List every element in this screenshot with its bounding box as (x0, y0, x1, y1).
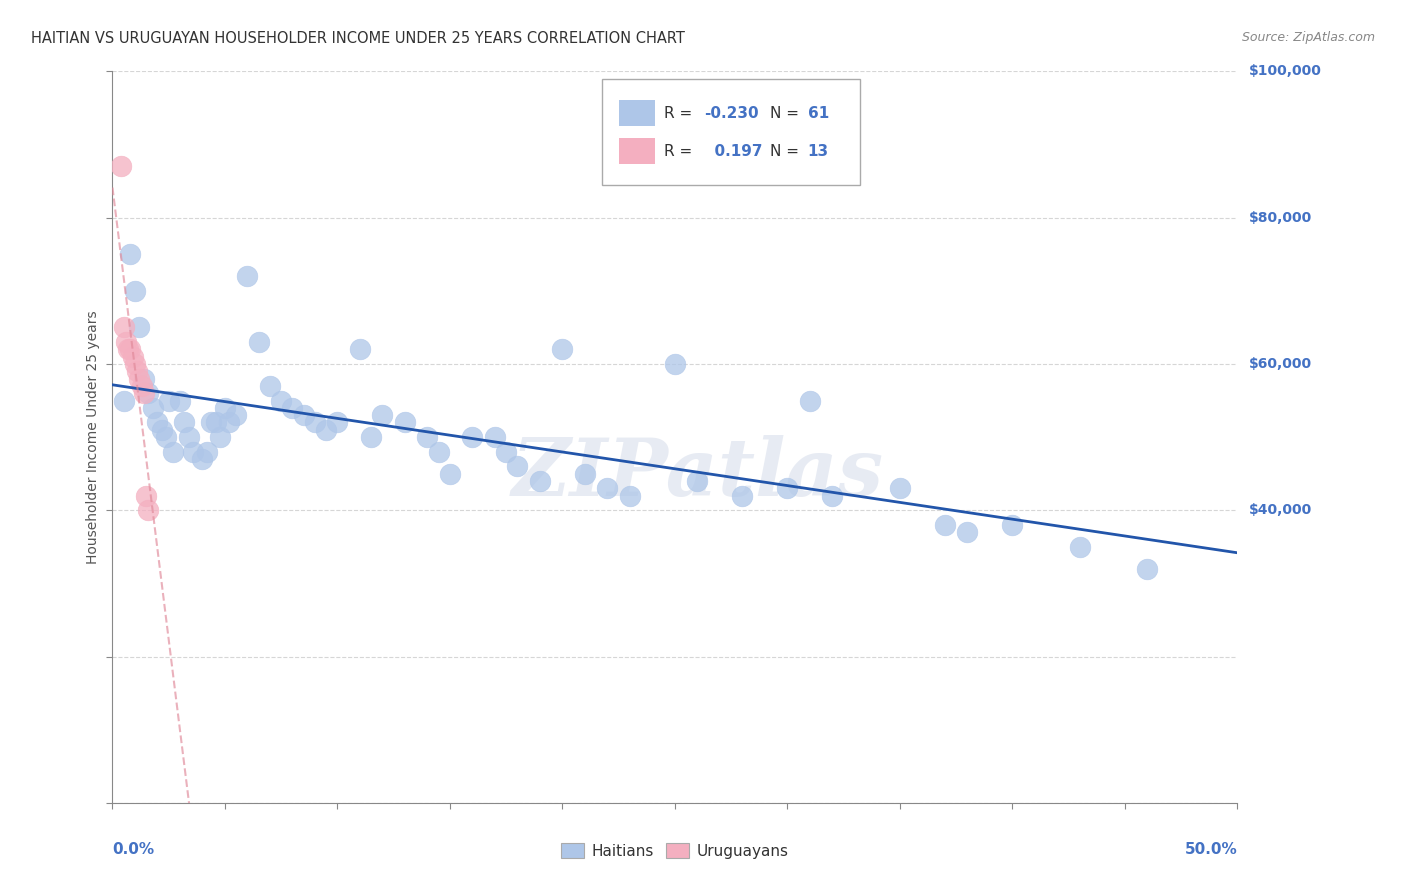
Point (138, 503, 160, 517)
Point (200, 416, 222, 430)
Text: ZIPatlas: ZIPatlas (512, 435, 883, 512)
Point (529, 474, 551, 488)
Point (127, 364, 149, 378)
Point (177, 430, 200, 444)
Point (128, 371, 150, 385)
FancyBboxPatch shape (619, 100, 655, 127)
Text: HAITIAN VS URUGUAYAN HOUSEHOLDER INCOME UNDER 25 YEARS CORRELATION CHART: HAITIAN VS URUGUAYAN HOUSEHOLDER INCOME … (31, 31, 685, 46)
Text: $100,000: $100,000 (1249, 64, 1322, 78)
Point (439, 467, 461, 481)
Point (664, 357, 686, 371)
Point (236, 269, 259, 284)
Point (349, 343, 371, 357)
Point (218, 416, 240, 430)
Text: N =: N = (770, 105, 804, 120)
Point (619, 489, 641, 503)
Text: R =: R = (664, 144, 697, 159)
Point (731, 489, 754, 503)
Point (120, 343, 142, 357)
Text: 0.0%: 0.0% (112, 842, 155, 856)
Point (1136, 562, 1159, 576)
Point (169, 393, 191, 408)
Point (205, 416, 228, 430)
Point (821, 489, 844, 503)
Point (416, 430, 439, 444)
Point (124, 357, 146, 371)
Text: Source: ZipAtlas.com: Source: ZipAtlas.com (1241, 31, 1375, 45)
Point (596, 481, 619, 495)
Text: N =: N = (770, 144, 804, 159)
Point (394, 416, 416, 430)
Point (195, 444, 218, 458)
Point (225, 408, 247, 422)
Point (142, 401, 165, 415)
Point (162, 444, 184, 458)
Point (259, 379, 281, 393)
Point (138, 386, 160, 401)
Point (1069, 540, 1091, 554)
Point (427, 444, 450, 458)
Point (956, 525, 979, 540)
Text: 61: 61 (807, 105, 830, 120)
Point (1001, 517, 1024, 532)
Text: 50.0%: 50.0% (1184, 842, 1237, 856)
Point (270, 393, 292, 408)
Point (135, 489, 157, 503)
Point (115, 334, 138, 349)
Point (214, 401, 236, 415)
Point (117, 343, 139, 357)
Text: R =: R = (664, 105, 697, 120)
Point (183, 444, 205, 458)
Point (495, 444, 517, 458)
Legend: Haitians, Uruguayans: Haitians, Uruguayans (555, 837, 794, 864)
Point (209, 430, 232, 444)
Point (112, 320, 135, 334)
Point (281, 401, 304, 415)
Text: -0.230: -0.230 (704, 105, 759, 120)
Point (132, 386, 155, 401)
Text: $60,000: $60,000 (1249, 357, 1312, 371)
Point (155, 430, 177, 444)
FancyBboxPatch shape (602, 78, 860, 185)
Point (173, 416, 195, 430)
Point (461, 430, 484, 444)
Y-axis label: Householder Income Under 25 years: Householder Income Under 25 years (86, 310, 100, 564)
FancyBboxPatch shape (619, 138, 655, 164)
Point (292, 408, 315, 422)
Point (124, 284, 146, 298)
Point (799, 393, 821, 408)
Point (484, 430, 506, 444)
Text: 0.197: 0.197 (704, 144, 762, 159)
Point (146, 416, 169, 430)
Point (247, 334, 270, 349)
Point (506, 459, 529, 474)
Point (889, 481, 911, 495)
Point (574, 467, 596, 481)
Point (934, 517, 956, 532)
Point (776, 481, 799, 495)
Point (121, 350, 143, 364)
Point (112, 393, 135, 408)
Point (191, 452, 214, 467)
Point (326, 416, 349, 430)
Point (110, 160, 132, 174)
Point (304, 416, 326, 430)
Point (157, 393, 180, 408)
Point (360, 430, 382, 444)
Text: $40,000: $40,000 (1249, 503, 1312, 517)
Point (128, 320, 150, 334)
Text: $80,000: $80,000 (1249, 211, 1312, 225)
Point (371, 408, 394, 422)
Point (551, 343, 574, 357)
Point (315, 423, 337, 437)
Point (686, 474, 709, 488)
Point (131, 379, 153, 393)
Point (150, 423, 173, 437)
Point (120, 247, 142, 261)
Point (132, 371, 155, 385)
Text: 13: 13 (807, 144, 828, 159)
